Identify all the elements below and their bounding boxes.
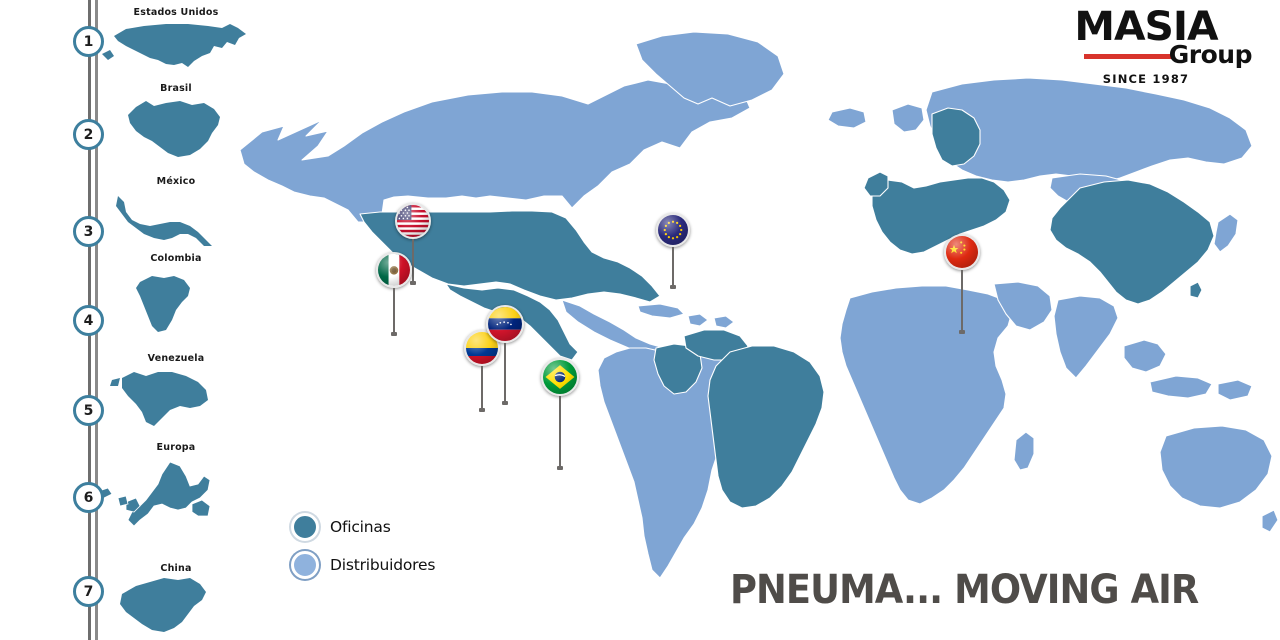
eu-flag-icon	[656, 213, 690, 247]
country-shape-europe	[96, 458, 256, 532]
us-flag-icon	[395, 203, 431, 239]
pin-stick	[557, 396, 563, 470]
pin-stick	[502, 343, 508, 405]
legend-label-distribuidores: Distribuidores	[330, 556, 436, 574]
timeline-label-3: México	[156, 176, 196, 187]
timeline-node-3[interactable]: 3	[73, 216, 104, 247]
country-shape-brazil	[96, 95, 256, 159]
logo-group-word: Group	[1168, 40, 1253, 70]
legend-item-distribuidores: Distribuidores	[291, 546, 435, 584]
logo-brand-name: MASIA	[1074, 4, 1218, 50]
map-pin-mexico[interactable]	[376, 252, 412, 336]
logo-since-text: SINCE 1987	[1102, 72, 1190, 87]
country-timeline: Estados Unidos 1 Brasil 2 México 3 Colom…	[0, 0, 246, 640]
logo-second-row: Group	[1036, 40, 1256, 70]
pin-stick	[410, 239, 416, 285]
map-pin-european-union[interactable]	[656, 213, 690, 289]
masia-group-logo: MASIA Group SINCE 1987	[1036, 4, 1256, 87]
country-shape-mexico	[96, 190, 256, 250]
timeline-label-5: Venezuela	[147, 353, 205, 364]
timeline-node-4[interactable]: 4	[73, 305, 104, 336]
timeline-node-2[interactable]: 2	[73, 119, 104, 150]
pin-stick	[391, 288, 397, 336]
timeline-label-2: Brasil	[160, 83, 192, 94]
map-pin-venezuela[interactable]	[486, 305, 524, 405]
map-pin-united-states[interactable]	[395, 203, 431, 285]
country-shape-united-states	[96, 20, 256, 76]
pin-stick	[959, 270, 965, 334]
logo-red-bar-icon	[1084, 54, 1172, 60]
country-shape-china	[96, 574, 256, 636]
map-legend: Oficinas Distribuidores	[291, 508, 435, 584]
legend-dot-distributor-icon	[291, 551, 319, 579]
timeline-node-6[interactable]: 6	[73, 482, 104, 513]
timeline-label-1: Estados Unidos	[133, 7, 219, 18]
timeline-node-5[interactable]: 5	[73, 395, 104, 426]
timeline-label-4: Colombia	[150, 253, 202, 264]
pin-stick	[670, 247, 676, 289]
ve-flag-icon	[486, 305, 524, 343]
map-land-dark	[359, 107, 1215, 509]
timeline-label-7: China	[160, 563, 192, 574]
cn-flag-icon	[944, 234, 980, 270]
map-pin-brazil[interactable]	[541, 358, 579, 470]
br-flag-icon	[541, 358, 579, 396]
legend-item-oficinas: Oficinas	[291, 508, 435, 546]
tagline-text: PNEUMA... MOVING AIR	[730, 567, 1199, 613]
legend-dot-office-icon	[291, 513, 319, 541]
mx-flag-icon	[376, 252, 412, 288]
pin-stick	[479, 366, 485, 412]
world-map-svg	[239, 31, 1279, 579]
map-pin-china[interactable]	[944, 234, 980, 334]
country-shape-venezuela	[96, 368, 256, 430]
country-shape-colombia	[96, 268, 256, 336]
world-map	[232, 0, 1280, 640]
timeline-node-1[interactable]: 1	[73, 26, 104, 57]
timeline-node-7[interactable]: 7	[73, 576, 104, 607]
legend-label-oficinas: Oficinas	[330, 518, 391, 536]
timeline-label-6: Europa	[156, 442, 196, 453]
